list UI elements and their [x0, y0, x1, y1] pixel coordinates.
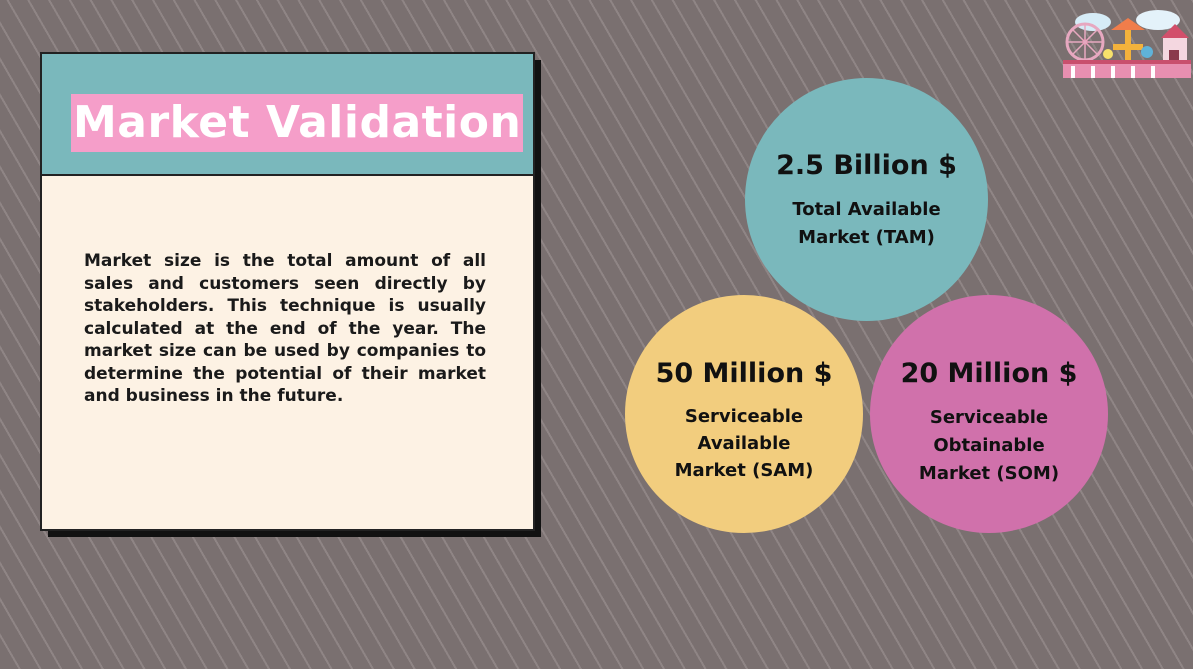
- tam-label: Total Available Market (TAM): [792, 199, 941, 248]
- som-circle: 20 Million $ Serviceable Obtainable Mark…: [870, 295, 1108, 533]
- card-header: Market Validation: [42, 54, 533, 176]
- sam-circle: 50 Million $ Serviceable Available Marke…: [625, 295, 863, 533]
- som-label: Serviceable Obtainable Market (SOM): [918, 407, 1060, 484]
- tam-circle: 2.5 Billion $ Total Available Market (TA…: [745, 78, 988, 321]
- sam-label: Serviceable Available Market (SAM): [674, 406, 814, 481]
- sam-value: 50 Million $: [655, 358, 833, 389]
- market-validation-card: Market Validation Market size is the tot…: [40, 52, 535, 531]
- tam-value: 2.5 Billion $: [776, 150, 957, 181]
- som-value: 20 Million $: [900, 358, 1078, 389]
- page-title: Market Validation: [71, 94, 524, 152]
- amusement-park-icon: [1063, 8, 1191, 78]
- market-size-description: Market size is the total amount of all s…: [84, 251, 486, 406]
